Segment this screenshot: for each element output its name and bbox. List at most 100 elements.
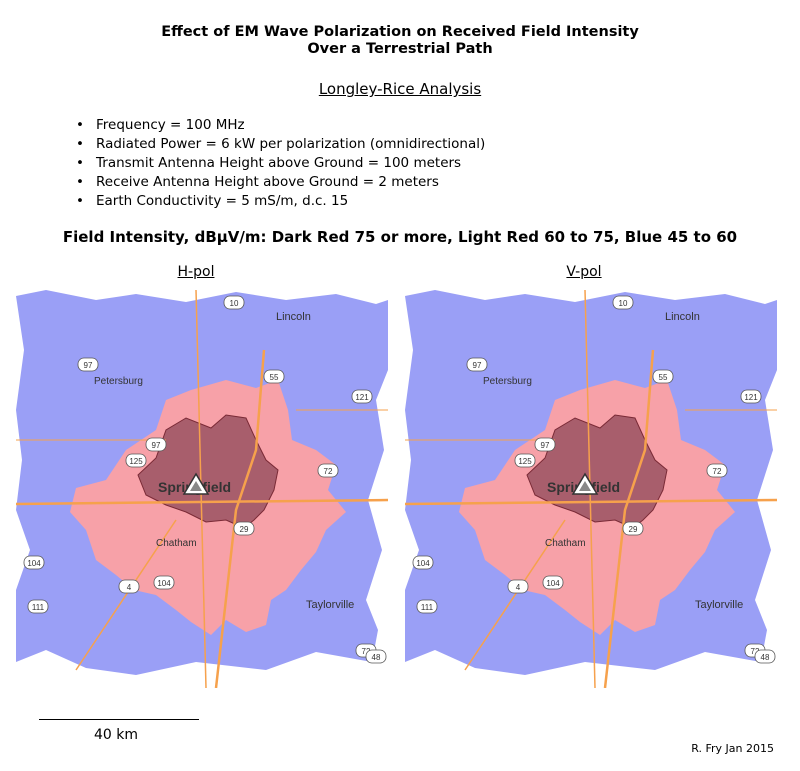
coverage-map-hpol: 10 97 55 121 97 125 72 29 104 4 104 111 72 48 Lincoln P… — [16, 290, 388, 688]
route-shield-number: 111 — [421, 603, 434, 612]
parameter-item: Radiated Power = 6 kW per polarization (… — [76, 135, 485, 154]
route-shield-number: 104 — [27, 559, 41, 568]
route-shield-number: 72 — [324, 467, 333, 476]
route-shield-number: 97 — [473, 361, 482, 370]
coverage-map-vpol: 10 97 55 121 97 125 72 29 104 4 104 111 72 48 Lincoln P… — [405, 290, 777, 688]
author-credit: R. Fry Jan 2015 — [691, 742, 774, 755]
route-shield-bg — [754, 649, 776, 664]
parameter-list: Frequency = 100 MHz Radiated Power = 6 k… — [76, 116, 485, 211]
route-shield: 104 — [23, 555, 45, 570]
route-shield: 4 — [118, 579, 140, 594]
route-shield-bg — [740, 389, 762, 404]
route-shield-bg — [27, 599, 49, 614]
scale-bar — [39, 719, 199, 720]
city-label-chatham: Chatham — [545, 538, 586, 549]
city-label-petersburg: Petersburg — [483, 376, 532, 387]
route-shield-number: 125 — [129, 457, 143, 466]
route-shield: 104 — [542, 575, 564, 590]
title-line-2: Over a Terrestrial Path — [307, 41, 493, 57]
route-shield-number: 97 — [84, 361, 93, 370]
route-shield: 10 — [223, 295, 245, 310]
route-shield-number: 72 — [713, 467, 722, 476]
route-shield-bg — [412, 555, 434, 570]
route-shield-number: 72 — [751, 647, 760, 656]
route-shield-number: 121 — [744, 393, 758, 402]
route-shield: 55 — [263, 369, 285, 384]
route-shield-number: 111 — [32, 603, 45, 612]
route-shield-number: 4 — [127, 583, 132, 592]
route-shield: 55 — [652, 369, 674, 384]
route-shield-number: 10 — [619, 299, 628, 308]
route-shield-bg — [233, 521, 255, 536]
route-shield-bg — [118, 579, 140, 594]
route-shield-number: 4 — [516, 583, 521, 592]
route-shield-bg — [612, 295, 634, 310]
route-shield-bg — [125, 453, 147, 468]
scale-bar-label: 40 km — [94, 727, 139, 743]
city-label-taylorville: Taylorville — [306, 599, 354, 611]
route-shield-bg — [416, 599, 438, 614]
route-shield-bg — [365, 649, 387, 664]
route-shield-number: 55 — [659, 373, 668, 382]
route-shield-bg — [223, 295, 245, 310]
route-shield-bg — [622, 521, 644, 536]
route-shield-number: 29 — [629, 525, 638, 534]
route-shield: 97 — [77, 357, 99, 372]
route-shield: 29 — [233, 521, 255, 536]
coverage-zone-dark-red — [526, 414, 668, 529]
route-shield-bg — [514, 453, 536, 468]
map-label-vpol: V-pol — [566, 264, 602, 280]
route-shield: 104 — [153, 575, 175, 590]
parameter-item: Transmit Antenna Height above Ground = 1… — [76, 154, 485, 173]
route-shield-bg — [77, 357, 99, 372]
route-shield: 97 — [466, 357, 488, 372]
route-shield-number: 121 — [355, 393, 369, 402]
route-shield: 121 — [740, 389, 762, 404]
route-shield-bg — [23, 555, 45, 570]
route-shield-bg — [466, 357, 488, 372]
route-shield-number: 72 — [362, 647, 371, 656]
transmitter-site-inner — [190, 481, 202, 491]
route-shield-number: 29 — [240, 525, 249, 534]
route-shield-bg — [507, 579, 529, 594]
route-shield-bg — [317, 463, 339, 478]
title-line-1: Effect of EM Wave Polarization on Receiv… — [161, 24, 639, 40]
route-shield: 125 — [125, 453, 147, 468]
route-shield: 72 — [317, 463, 339, 478]
city-label-taylorville: Taylorville — [695, 599, 743, 611]
subtitle: Longley-Rice Analysis — [318, 80, 482, 98]
field-intensity-legend: Field Intensity, dBµV/m: Dark Red 75 or … — [62, 228, 738, 246]
route-shield: 125 — [514, 453, 536, 468]
road-line — [464, 519, 566, 671]
route-shield-number: 104 — [157, 579, 171, 588]
route-shield-number: 104 — [416, 559, 430, 568]
route-shield: 97 — [145, 437, 167, 452]
route-shield-number: 125 — [518, 457, 532, 466]
route-shield-bg — [706, 463, 728, 478]
transmitter-site-inner — [579, 481, 591, 491]
route-shield-number: 10 — [230, 299, 239, 308]
route-shield-bg — [652, 369, 674, 384]
road-line — [603, 349, 655, 688]
route-shield-number: 48 — [761, 653, 770, 662]
route-shield-bg — [542, 575, 564, 590]
route-shield-number: 48 — [372, 653, 381, 662]
road-line — [75, 519, 177, 671]
route-shield-number: 55 — [270, 373, 279, 382]
route-shield: 48 — [365, 649, 387, 664]
route-shield: 29 — [622, 521, 644, 536]
map-label-hpol: H-pol — [177, 264, 215, 280]
route-shield-number: 97 — [541, 441, 550, 450]
route-shield-number: 104 — [546, 579, 560, 588]
route-shield: 97 — [534, 437, 556, 452]
route-shield: 111 — [27, 599, 49, 614]
route-shield: 121 — [351, 389, 373, 404]
route-shield: 104 — [412, 555, 434, 570]
parameter-item: Frequency = 100 MHz — [76, 116, 485, 135]
route-shield-bg — [153, 575, 175, 590]
route-shield-bg — [145, 437, 167, 452]
route-shield: 48 — [754, 649, 776, 664]
route-shield: 10 — [612, 295, 634, 310]
